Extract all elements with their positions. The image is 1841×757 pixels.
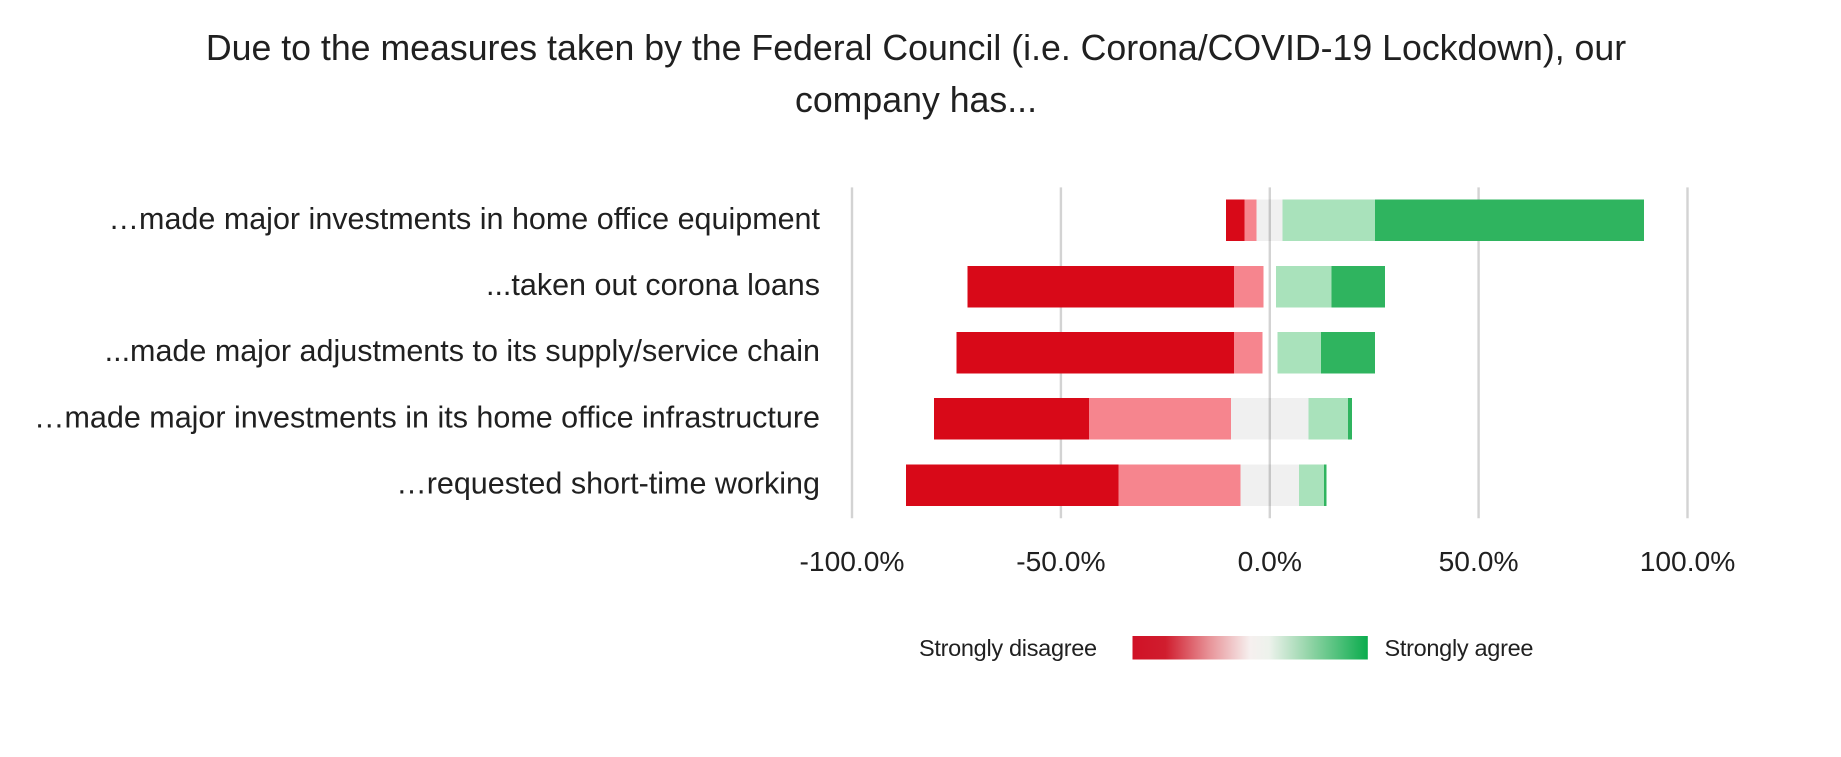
svg-text:...made major adjustments to i: ...made major adjustments to its supply/… (105, 334, 820, 368)
svg-text:100.0%: 100.0% (1640, 545, 1736, 577)
svg-text:Due to the measures taken by t: Due to the measures taken by the Federal… (206, 28, 1626, 68)
svg-text:Strongly disagree: Strongly disagree (919, 635, 1097, 661)
svg-text:-100.0%: -100.0% (800, 545, 905, 577)
svg-text:Strongly agree: Strongly agree (1385, 635, 1534, 661)
svg-text:...taken out corona loans: ...taken out corona loans (486, 268, 820, 302)
svg-text:…made major investments in its: …made major investments in its home offi… (34, 400, 820, 434)
svg-text:0.0%: 0.0% (1238, 545, 1302, 577)
svg-text:…made major investments in hom: …made major investments in home office e… (109, 202, 821, 236)
svg-text:-50.0%: -50.0% (1016, 545, 1105, 577)
svg-text:company has...: company has... (795, 80, 1037, 120)
svg-text:…requested short-time working: …requested short-time working (396, 466, 820, 500)
svg-text:50.0%: 50.0% (1439, 545, 1519, 577)
